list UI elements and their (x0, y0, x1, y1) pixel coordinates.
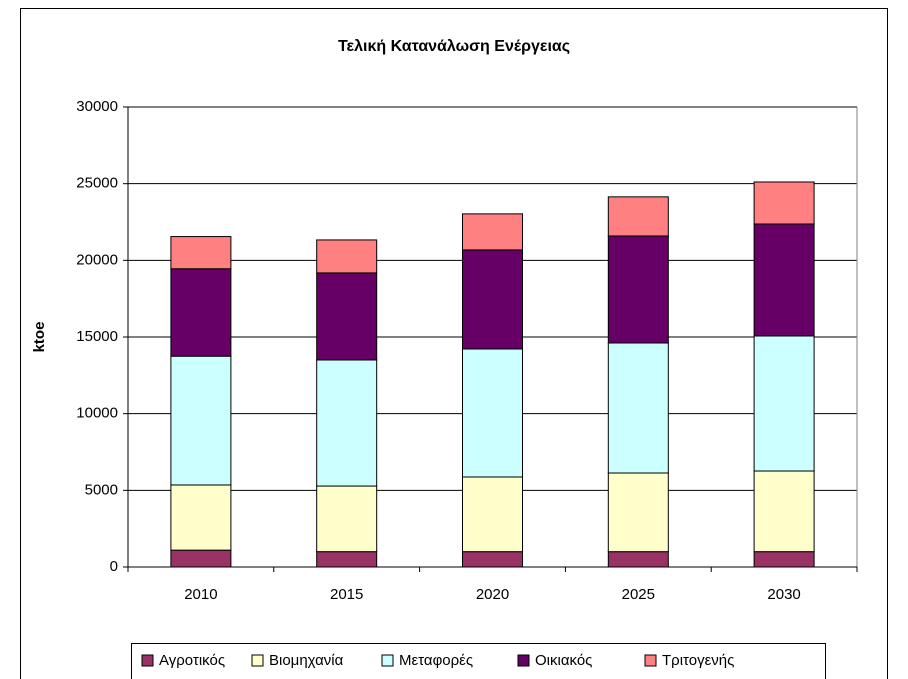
bar-segment (607, 196, 669, 237)
bar-segment (316, 551, 378, 568)
legend-label: Μεταφορές (399, 652, 473, 669)
bar-segment (316, 239, 378, 274)
legend-label: Βιομηχανία (269, 652, 344, 669)
y-tick-label: 0 (110, 558, 118, 575)
bar-segment (170, 268, 232, 357)
bar-segment (462, 476, 523, 553)
bar-segment (170, 549, 232, 568)
bar-segment (607, 472, 669, 553)
bar-segment (753, 181, 815, 225)
bar-segment (607, 235, 669, 344)
legend-swatch (381, 654, 394, 667)
legend-swatch (141, 654, 154, 667)
y-axis-label: ktoe (31, 322, 48, 353)
legend-label: Τριτογενής (662, 652, 734, 669)
bar-segment (462, 213, 523, 251)
x-tick-label: 2010 (184, 586, 217, 603)
x-tick-label: 2030 (767, 586, 800, 603)
y-tick-label: 30000 (76, 98, 118, 115)
bar-segment (170, 236, 232, 270)
y-tick-label: 5000 (85, 481, 118, 498)
bar-segment (753, 470, 815, 553)
chart-title: Τελική Κατανάλωση Ενέργειας (338, 38, 570, 55)
legend-swatch (517, 654, 530, 667)
bar-segment (462, 551, 523, 568)
bar-segment (607, 551, 669, 568)
bar-segment (462, 249, 523, 350)
bar-segment (753, 223, 815, 337)
y-tick-label: 20000 (76, 251, 118, 268)
bar-segment (462, 348, 523, 478)
x-tick-label: 2020 (476, 586, 509, 603)
bar-segment (753, 551, 815, 568)
x-tick-label: 2015 (330, 586, 363, 603)
legend-swatch (251, 654, 264, 667)
legend-label: Αγροτικός (159, 652, 225, 669)
x-tick-label: 2025 (622, 586, 655, 603)
bar-segment (170, 355, 232, 486)
bar-segment (607, 342, 669, 474)
bar-segment (316, 272, 378, 361)
y-tick-label: 25000 (76, 175, 118, 192)
bar-segment (753, 335, 815, 472)
y-tick-label: 15000 (76, 328, 118, 345)
legend-box (131, 643, 826, 679)
legend-label: Οικιακός (535, 652, 592, 669)
y-tick-label: 10000 (76, 405, 118, 422)
bar-segment (316, 485, 378, 553)
bar-segment (316, 359, 378, 487)
legend-swatch (644, 654, 657, 667)
bar-segment (170, 484, 232, 551)
